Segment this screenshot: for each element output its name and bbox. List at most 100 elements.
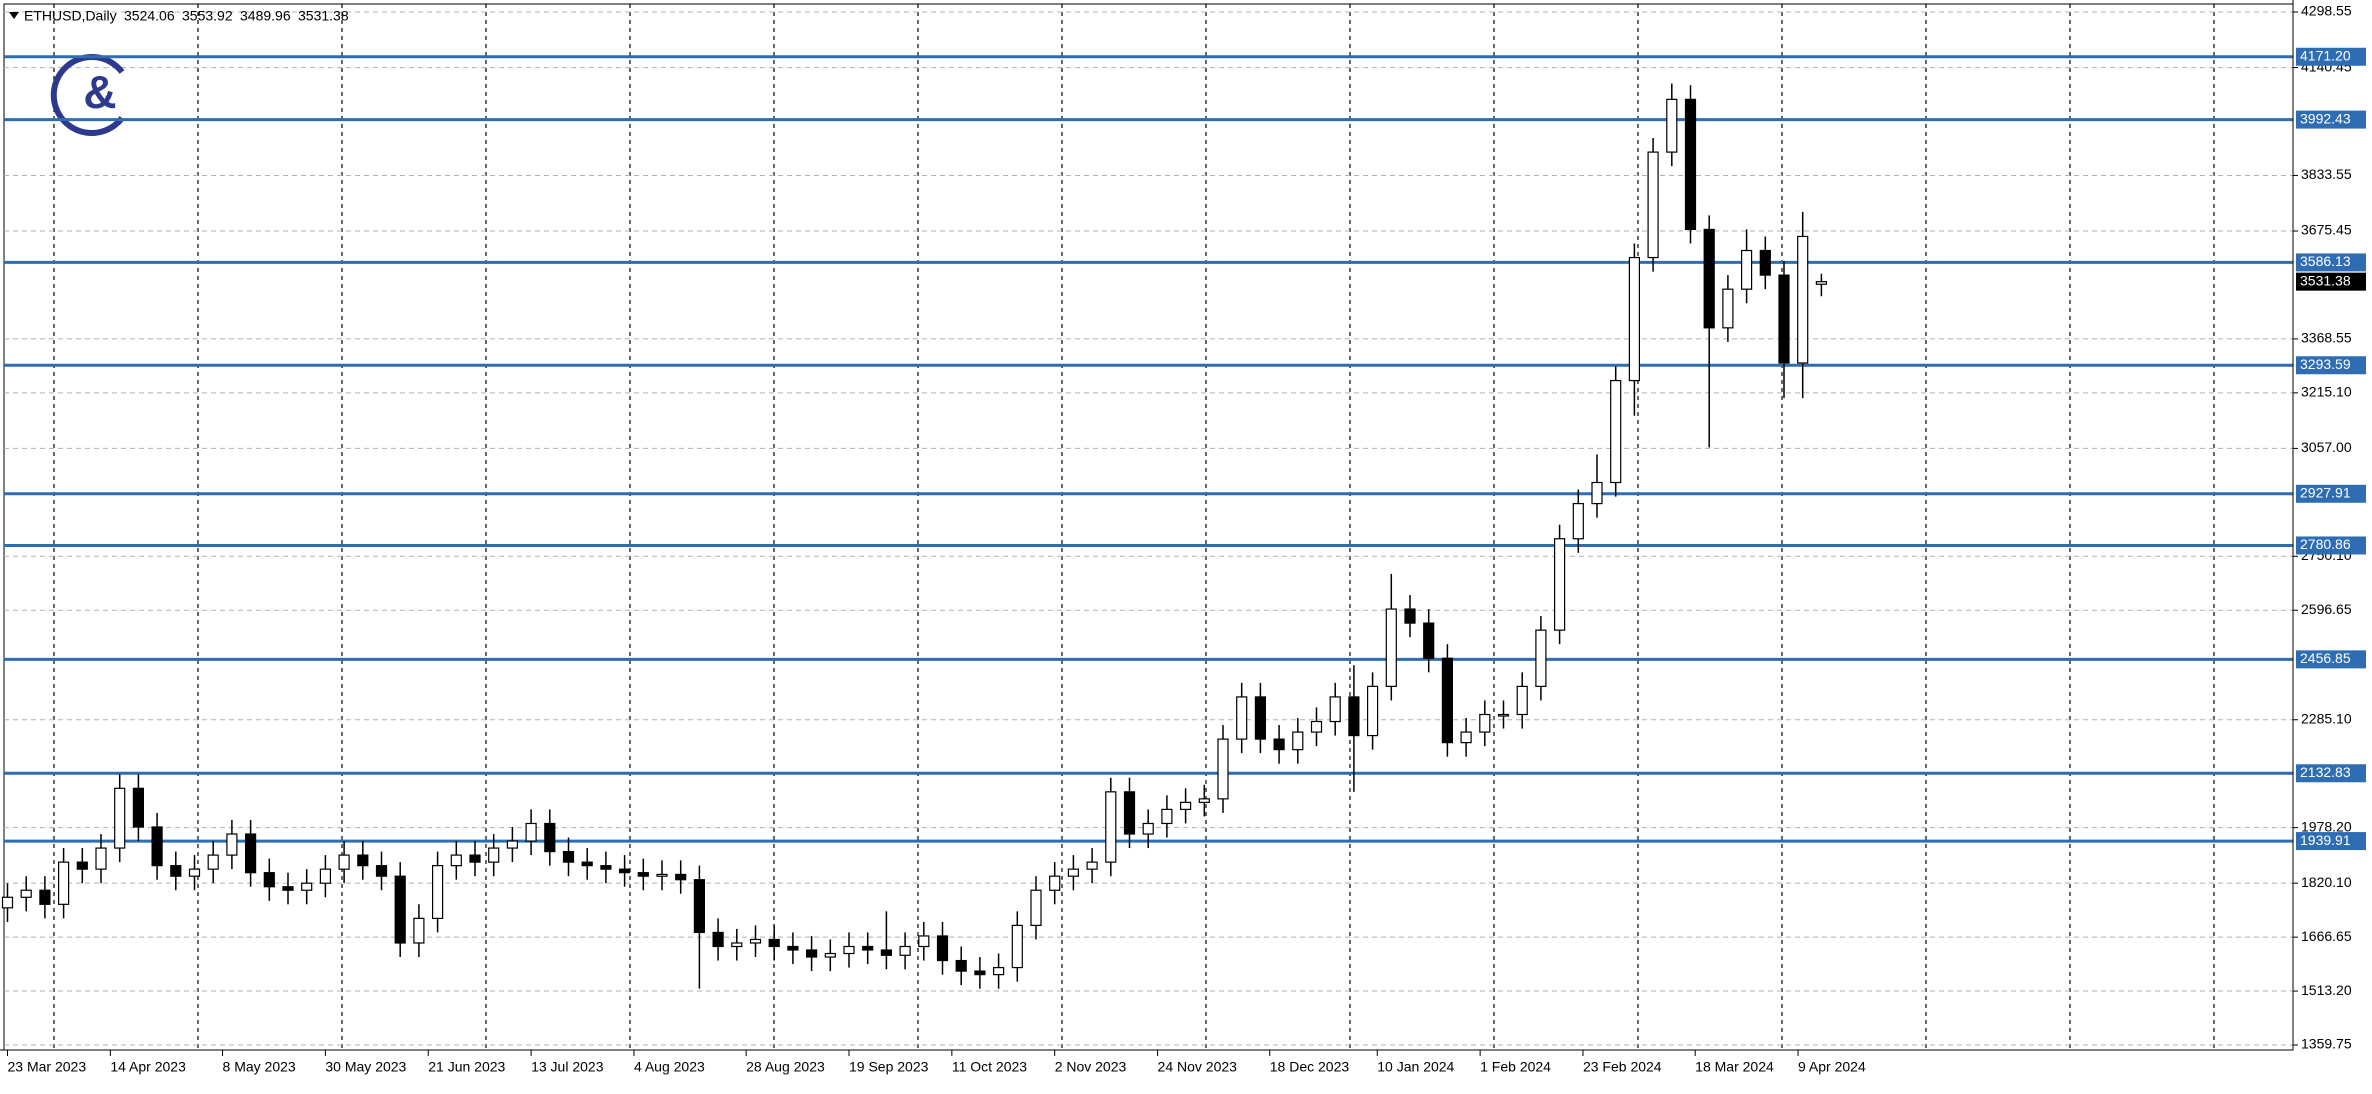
- x-tick-label: 4 Aug 2023: [634, 1059, 705, 1075]
- candle-body: [1292, 731, 1304, 751]
- candle-body: [899, 945, 911, 956]
- candle-body: [207, 854, 219, 870]
- candle-body: [712, 931, 724, 948]
- candle-body: [1460, 731, 1472, 744]
- candle-body: [1310, 720, 1323, 733]
- x-tick-label: 30 May 2023: [325, 1059, 406, 1075]
- x-tick-label: 18 Dec 2023: [1270, 1059, 1350, 1075]
- candle-body: [1479, 713, 1491, 733]
- candle-body: [301, 882, 313, 891]
- candle-body: [432, 865, 444, 919]
- level-label-box: [2296, 832, 2366, 851]
- candle-body: [1236, 696, 1248, 740]
- level-label-box: [2296, 356, 2366, 375]
- level-label-box: [2296, 47, 2366, 66]
- candle-body: [843, 945, 855, 955]
- candle-body: [469, 854, 481, 863]
- candle-body: [1217, 738, 1229, 800]
- candle-body: [992, 966, 1005, 976]
- candle-body: [20, 889, 32, 898]
- candle-body: [263, 872, 275, 888]
- candle-body: [562, 850, 575, 863]
- x-tick-label: 23 Feb 2024: [1583, 1059, 1662, 1075]
- candle-body: [1198, 798, 1210, 803]
- y-tick-label: 2285.10: [2301, 710, 2352, 726]
- candle-body: [1366, 685, 1379, 737]
- candle-body: [95, 847, 107, 870]
- x-tick-label: 10 Jan 2024: [1377, 1059, 1454, 1075]
- candle-body: [768, 938, 780, 948]
- candle-body: [1254, 696, 1267, 740]
- candle-body: [974, 970, 986, 976]
- ohlc-low: 3489.96: [240, 8, 291, 24]
- candle-body: [1348, 696, 1360, 737]
- level-label-box: [2296, 253, 2366, 272]
- candle-body: [1572, 502, 1584, 540]
- candle-body: [1179, 801, 1192, 811]
- candle-body: [1142, 822, 1154, 835]
- y-tick-label: 1820.10: [2301, 874, 2352, 890]
- candle-body: [151, 826, 163, 867]
- candle-body: [1815, 281, 1828, 285]
- x-tick-label: 19 Sep 2023: [849, 1059, 929, 1075]
- price-label: 3531.38: [2300, 272, 2351, 288]
- candle-body: [450, 854, 462, 867]
- candle-body: [1049, 875, 1061, 891]
- level-label-box: [2296, 536, 2366, 555]
- candle-body: [357, 854, 369, 867]
- candle-body: [338, 854, 350, 870]
- candle-body: [824, 952, 836, 958]
- candle-body: [544, 822, 556, 853]
- y-tick-label: 3833.55: [2301, 166, 2352, 182]
- candle-body: [1740, 249, 1753, 290]
- candle-body: [880, 949, 893, 956]
- x-tick-label: 24 Nov 2023: [1158, 1059, 1238, 1075]
- y-tick-label: 1666.65: [2301, 928, 2352, 944]
- candle-body: [936, 935, 949, 962]
- candle-body: [375, 865, 388, 877]
- candle-body: [1273, 738, 1285, 751]
- candle-body: [1722, 288, 1734, 329]
- candle-body: [1797, 235, 1809, 364]
- y-tick-label: 3368.55: [2301, 330, 2352, 346]
- level-label-box: [2296, 650, 2366, 669]
- candle-body: [114, 787, 126, 849]
- candle-body: [731, 942, 743, 948]
- candle-body: [1647, 151, 1659, 259]
- chart-title: ETHUSD,Daily: [24, 8, 117, 24]
- level-label: 2927.91: [2300, 484, 2351, 500]
- candle-body: [1759, 249, 1771, 276]
- level-label: 3293.59: [2300, 356, 2351, 372]
- y-tick-label: 2596.65: [2301, 601, 2352, 617]
- y-tick-label: 1978.20: [2301, 818, 2352, 834]
- candle-body: [188, 868, 201, 877]
- candle-body: [805, 949, 818, 958]
- candle-body: [749, 938, 762, 944]
- menu-triangle: [9, 12, 19, 19]
- x-tick-label: 23 Mar 2023: [8, 1059, 87, 1075]
- candle-body: [1329, 696, 1341, 723]
- candle-body: [1591, 481, 1603, 505]
- x-tick-label: 8 May 2023: [223, 1059, 296, 1075]
- candle-body: [1703, 228, 1715, 329]
- level-label: 2132.83: [2300, 764, 2351, 780]
- candle-body: [488, 847, 500, 863]
- candle-body: [170, 865, 182, 877]
- candle-body: [319, 868, 331, 884]
- candle-body: [1553, 538, 1566, 631]
- candle-body: [39, 889, 51, 905]
- level-label-box: [2296, 110, 2366, 129]
- y-tick-label: 3675.45: [2301, 222, 2352, 238]
- price-label-box: [2296, 272, 2366, 291]
- y-tick-label: 3057.00: [2301, 439, 2352, 455]
- candle-body: [1385, 608, 1397, 687]
- levels: [4, 55, 2293, 843]
- candle-body: [1030, 889, 1042, 927]
- candle-body: [394, 875, 406, 944]
- candle-body: [413, 917, 425, 944]
- candle-body: [787, 945, 799, 951]
- candle-body: [1105, 791, 1117, 863]
- y-tick-label: 1513.20: [2301, 982, 2352, 998]
- candle-body: [637, 872, 649, 877]
